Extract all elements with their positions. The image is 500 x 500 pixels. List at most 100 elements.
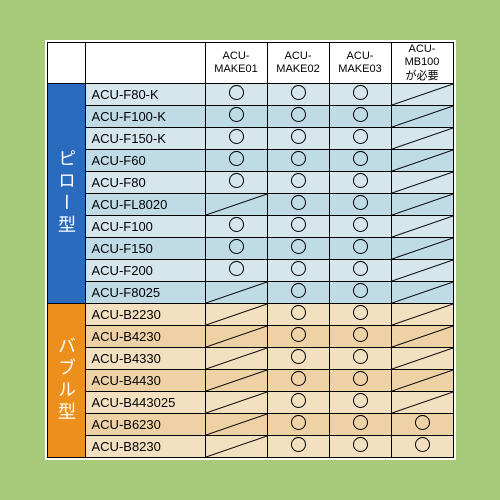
category-label-1: バブル型 xyxy=(47,303,85,457)
slash-icon xyxy=(391,303,453,325)
table-row: ACU-F60 xyxy=(47,149,453,171)
slash-icon xyxy=(391,391,453,413)
circle-icon xyxy=(267,347,329,369)
circle-icon xyxy=(205,215,267,237)
circle-icon xyxy=(267,435,329,457)
header-blank-name xyxy=(85,43,205,84)
circle-icon xyxy=(391,413,453,435)
row-name: ACU-B443025 xyxy=(85,391,205,413)
slash-icon xyxy=(391,127,453,149)
circle-icon xyxy=(205,149,267,171)
circle-icon xyxy=(205,171,267,193)
circle-icon xyxy=(205,237,267,259)
slash-icon xyxy=(391,325,453,347)
table-row: ピロー型ACU-F80-K xyxy=(47,83,453,105)
circle-icon xyxy=(329,413,391,435)
slash-icon xyxy=(205,281,267,303)
compatibility-table: ACU-MAKE01 ACU-MAKE02 ACU-MAKE03 ACU-MB1… xyxy=(47,42,454,458)
circle-icon xyxy=(267,369,329,391)
circle-icon xyxy=(329,259,391,281)
row-name: ACU-F60 xyxy=(85,149,205,171)
slash-icon xyxy=(205,193,267,215)
slash-icon xyxy=(391,281,453,303)
circle-icon xyxy=(329,215,391,237)
circle-icon xyxy=(391,435,453,457)
circle-icon xyxy=(267,303,329,325)
circle-icon xyxy=(267,237,329,259)
slash-icon xyxy=(391,259,453,281)
circle-icon xyxy=(205,127,267,149)
row-name: ACU-B2230 xyxy=(85,303,205,325)
slash-icon xyxy=(391,237,453,259)
slash-icon xyxy=(205,369,267,391)
circle-icon xyxy=(267,83,329,105)
circle-icon xyxy=(329,193,391,215)
row-name: ACU-F100-K xyxy=(85,105,205,127)
table-row: ACU-F8025 xyxy=(47,281,453,303)
circle-icon xyxy=(267,391,329,413)
circle-icon xyxy=(267,105,329,127)
slash-icon xyxy=(205,303,267,325)
slash-icon xyxy=(205,391,267,413)
slash-icon xyxy=(205,325,267,347)
slash-icon xyxy=(391,347,453,369)
circle-icon xyxy=(329,105,391,127)
circle-icon xyxy=(267,127,329,149)
table-row: ACU-B6230 xyxy=(47,413,453,435)
header-col-2: ACU-MAKE03 xyxy=(329,43,391,84)
circle-icon xyxy=(267,413,329,435)
row-name: ACU-FL8020 xyxy=(85,193,205,215)
row-name: ACU-F150-K xyxy=(85,127,205,149)
row-name: ACU-F200 xyxy=(85,259,205,281)
circle-icon xyxy=(205,83,267,105)
circle-icon xyxy=(329,347,391,369)
row-name: ACU-F80 xyxy=(85,171,205,193)
table-row: ACU-F100-K xyxy=(47,105,453,127)
row-name: ACU-B4330 xyxy=(85,347,205,369)
circle-icon xyxy=(267,171,329,193)
slash-icon xyxy=(391,369,453,391)
table-row: ACU-F150 xyxy=(47,237,453,259)
table-row: ACU-F100 xyxy=(47,215,453,237)
circle-icon xyxy=(267,259,329,281)
slash-icon xyxy=(391,193,453,215)
slash-icon xyxy=(205,435,267,457)
table-row: ACU-B4330 xyxy=(47,347,453,369)
slash-icon xyxy=(391,215,453,237)
row-name: ACU-B4430 xyxy=(85,369,205,391)
table-row: ACU-B4430 xyxy=(47,369,453,391)
slash-icon xyxy=(205,347,267,369)
table-row: ACU-F150-K xyxy=(47,127,453,149)
slash-icon xyxy=(391,83,453,105)
circle-icon xyxy=(329,369,391,391)
slash-icon xyxy=(391,149,453,171)
circle-icon xyxy=(329,435,391,457)
circle-icon xyxy=(329,171,391,193)
circle-icon xyxy=(267,325,329,347)
circle-icon xyxy=(329,127,391,149)
circle-icon xyxy=(267,281,329,303)
header-col-1: ACU-MAKE02 xyxy=(267,43,329,84)
circle-icon xyxy=(329,391,391,413)
circle-icon xyxy=(329,237,391,259)
table-row: ACU-FL8020 xyxy=(47,193,453,215)
table-row: ACU-B8230 xyxy=(47,435,453,457)
header-blank-cat xyxy=(47,43,85,84)
table-row: ACU-B4230 xyxy=(47,325,453,347)
circle-icon xyxy=(267,215,329,237)
table-row: バブル型ACU-B2230 xyxy=(47,303,453,325)
circle-icon xyxy=(205,259,267,281)
row-name: ACU-B8230 xyxy=(85,435,205,457)
slash-icon xyxy=(205,413,267,435)
circle-icon xyxy=(329,83,391,105)
row-name: ACU-B4230 xyxy=(85,325,205,347)
circle-icon xyxy=(329,303,391,325)
circle-icon xyxy=(329,281,391,303)
row-name: ACU-F100 xyxy=(85,215,205,237)
slash-icon xyxy=(391,171,453,193)
header-row: ACU-MAKE01 ACU-MAKE02 ACU-MAKE03 ACU-MB1… xyxy=(47,43,453,84)
row-name: ACU-F150 xyxy=(85,237,205,259)
table-row: ACU-F80 xyxy=(47,171,453,193)
circle-icon xyxy=(329,325,391,347)
table-row: ACU-B443025 xyxy=(47,391,453,413)
